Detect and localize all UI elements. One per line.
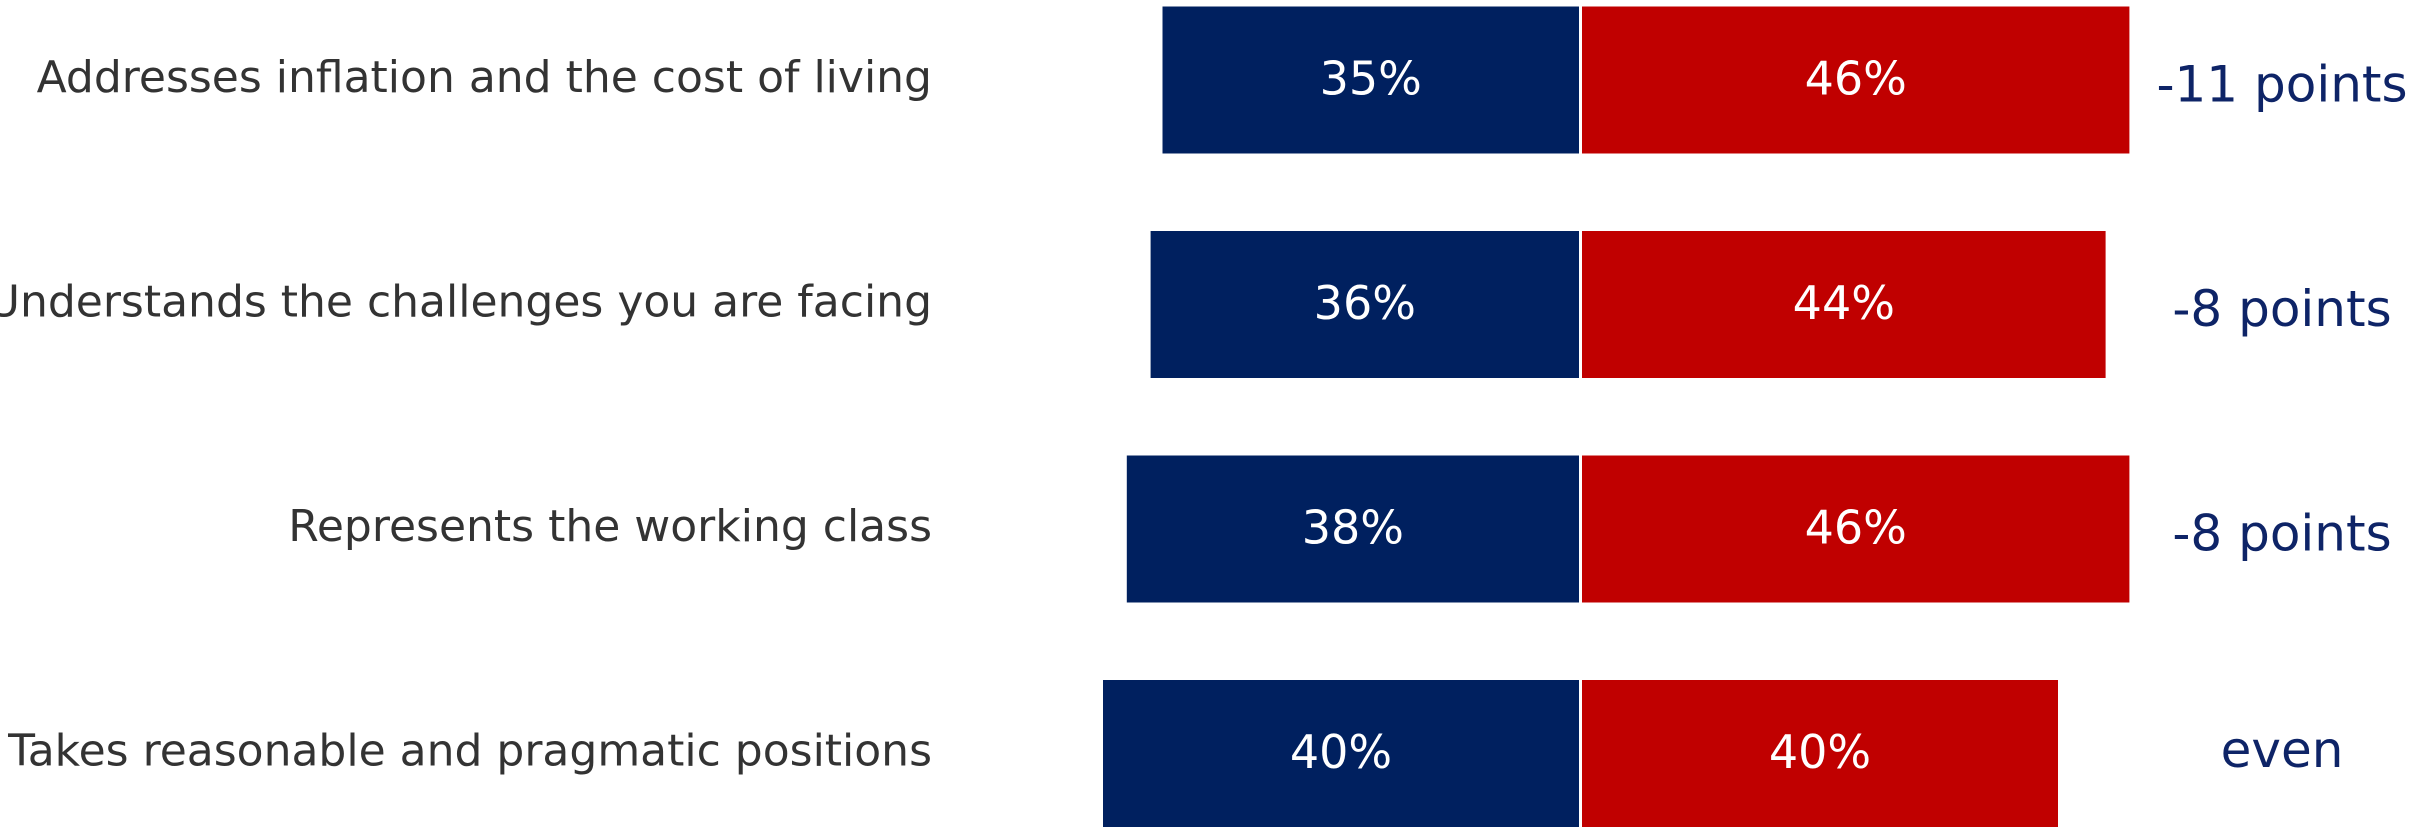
bar xyxy=(1150,231,1579,378)
value-label: 46% xyxy=(1805,52,1907,106)
bar xyxy=(1582,680,2058,827)
value-label: 36% xyxy=(1314,276,1416,330)
value-label: 40% xyxy=(1290,725,1392,779)
value-label: 40% xyxy=(1769,725,1871,779)
category-label: Represents the working class xyxy=(288,501,932,552)
value-label: 35% xyxy=(1320,52,1422,106)
category-label: Understands the challenges you are facin… xyxy=(0,277,932,328)
value-label: 38% xyxy=(1302,501,1404,555)
bar xyxy=(1103,680,1579,827)
annotation: -11 points xyxy=(2156,56,2407,114)
bar xyxy=(1582,455,2130,603)
category-label: Takes reasonable and pragmatic positions xyxy=(7,726,932,777)
bar xyxy=(1582,231,2106,378)
bar xyxy=(1126,455,1579,603)
bar xyxy=(1582,6,2130,154)
value-label: 44% xyxy=(1793,276,1895,330)
annotation: -8 points xyxy=(2172,280,2391,338)
annotation: -8 points xyxy=(2172,505,2391,563)
category-label: Addresses inflation and the cost of livi… xyxy=(37,52,932,103)
bar xyxy=(1162,6,1579,154)
value-label: 46% xyxy=(1805,501,1907,555)
annotation: even xyxy=(2221,721,2344,779)
